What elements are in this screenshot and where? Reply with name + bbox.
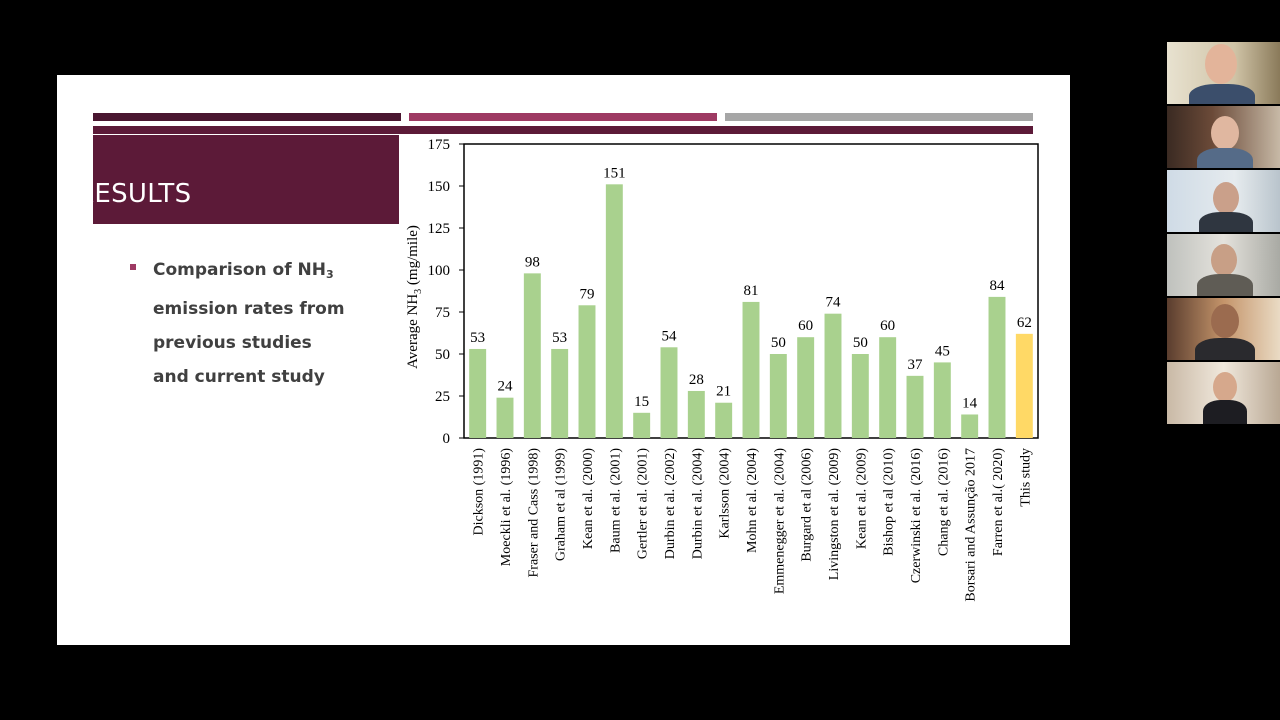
y-tick-label: 25 bbox=[435, 389, 450, 405]
bar bbox=[879, 337, 897, 438]
data-label: 53 bbox=[552, 330, 567, 346]
y-tick-label: 75 bbox=[435, 305, 450, 321]
category-label: Czerwinski et al. (2016) bbox=[909, 448, 924, 584]
results-title: RESULTS bbox=[76, 179, 192, 209]
participant-tile[interactable] bbox=[1167, 106, 1280, 168]
data-label: 60 bbox=[798, 318, 813, 334]
bar bbox=[961, 414, 979, 438]
accent-bar-rose bbox=[409, 113, 717, 121]
y-tick-label: 0 bbox=[443, 431, 451, 447]
bar bbox=[1015, 333, 1033, 438]
y-tick-label: 50 bbox=[435, 347, 450, 363]
data-label: 84 bbox=[990, 278, 1006, 294]
category-label: Emmenegger et al. (2004) bbox=[772, 448, 787, 595]
y-tick-label: 150 bbox=[428, 179, 451, 195]
data-label: 50 bbox=[771, 335, 786, 351]
category-label: This study bbox=[1018, 448, 1033, 507]
nh3-bar-chart: Average NH3 (mg/mile) 0 25 50 75 100 125 150 17… bbox=[405, 137, 1039, 602]
bar bbox=[988, 296, 1006, 438]
data-label: 53 bbox=[470, 330, 485, 346]
bullet-text: Comparison of NH3 emission rates from pre… bbox=[153, 253, 353, 394]
data-label: 60 bbox=[880, 318, 895, 334]
bar bbox=[660, 347, 678, 438]
participant-tile[interactable] bbox=[1167, 362, 1280, 424]
category-label: Baum et al. (2001) bbox=[608, 448, 623, 553]
accent-bar-dark bbox=[93, 113, 401, 121]
data-label: 14 bbox=[962, 395, 978, 411]
participant-tile[interactable] bbox=[1167, 298, 1280, 360]
data-label: 45 bbox=[935, 343, 950, 359]
bar bbox=[551, 348, 569, 438]
category-label: Farren et al.( 2020) bbox=[991, 448, 1006, 556]
participant-tile[interactable] bbox=[1167, 234, 1280, 296]
accent-bar-full bbox=[93, 126, 1033, 134]
category-label: Kean et al. (2009) bbox=[854, 448, 869, 549]
category-label: Gertler et al. (2001) bbox=[636, 448, 651, 560]
data-label: 54 bbox=[662, 328, 678, 344]
category-label: Fraser and Cass (1998) bbox=[526, 448, 541, 578]
bar bbox=[605, 184, 623, 438]
bar bbox=[851, 354, 869, 438]
accent-bar-gray bbox=[725, 113, 1033, 121]
bullet-line1: Comparison of NH bbox=[153, 260, 326, 280]
bar bbox=[933, 362, 951, 438]
bullet-marker bbox=[130, 264, 136, 270]
bar bbox=[578, 305, 596, 438]
bar bbox=[797, 337, 815, 438]
bar bbox=[496, 397, 514, 438]
data-label: 74 bbox=[826, 295, 842, 311]
participant-tile[interactable] bbox=[1167, 42, 1280, 104]
data-label: 98 bbox=[525, 254, 540, 270]
category-label: Durbin et al. (2002) bbox=[663, 448, 678, 560]
y-tick-label: 100 bbox=[428, 263, 451, 279]
category-label: Moeckli et al. (1996) bbox=[499, 448, 514, 567]
data-label: 24 bbox=[498, 379, 514, 395]
category-label: Kean et al. (2000) bbox=[581, 448, 596, 549]
bar bbox=[469, 348, 487, 438]
data-label: 37 bbox=[908, 357, 924, 373]
bullet-subscript: 3 bbox=[326, 268, 334, 281]
bar bbox=[687, 390, 705, 438]
bar bbox=[906, 375, 924, 438]
participant-tile[interactable] bbox=[1167, 170, 1280, 232]
category-label: Graham et al (1999) bbox=[554, 448, 569, 561]
bar bbox=[824, 313, 842, 438]
data-label: 79 bbox=[580, 286, 595, 302]
y-axis-label-sub: 3 bbox=[413, 289, 424, 294]
y-tick-label: 175 bbox=[428, 137, 451, 153]
data-label: 50 bbox=[853, 335, 868, 351]
bar bbox=[633, 412, 651, 438]
data-label: 151 bbox=[603, 165, 626, 181]
category-label: Borsari and Assunção 2017 bbox=[964, 448, 979, 602]
presentation-slide: RESULTS Comparison of NH3 emission rates … bbox=[57, 75, 1070, 645]
category-label: Burgard et al (2006) bbox=[800, 448, 815, 562]
data-label: 81 bbox=[744, 283, 759, 299]
category-label: Karlsson (2004) bbox=[718, 448, 733, 539]
data-label: 15 bbox=[634, 394, 649, 410]
data-label: 62 bbox=[1017, 315, 1032, 331]
category-label: Livingston et al. (2009) bbox=[827, 448, 842, 581]
y-axis-label: Average NH3 (mg/mile) bbox=[405, 225, 424, 369]
bar bbox=[769, 354, 787, 438]
category-label: Bishop et al (2010) bbox=[882, 448, 897, 556]
bar bbox=[523, 273, 541, 438]
bar bbox=[742, 301, 760, 438]
category-label: Durbin et al. (2004) bbox=[690, 448, 705, 560]
y-tick-label: 125 bbox=[428, 221, 451, 237]
results-title-box bbox=[93, 135, 399, 224]
category-label: Dickson (1991) bbox=[472, 448, 487, 536]
bar bbox=[715, 402, 733, 438]
data-label: 21 bbox=[716, 384, 731, 400]
category-label: Chang et al. (2016) bbox=[936, 448, 951, 556]
data-label: 28 bbox=[689, 372, 704, 388]
bullet-rest: emission rates from previous studies and… bbox=[153, 299, 345, 387]
category-label: Mohn et al. (2004) bbox=[745, 448, 760, 553]
